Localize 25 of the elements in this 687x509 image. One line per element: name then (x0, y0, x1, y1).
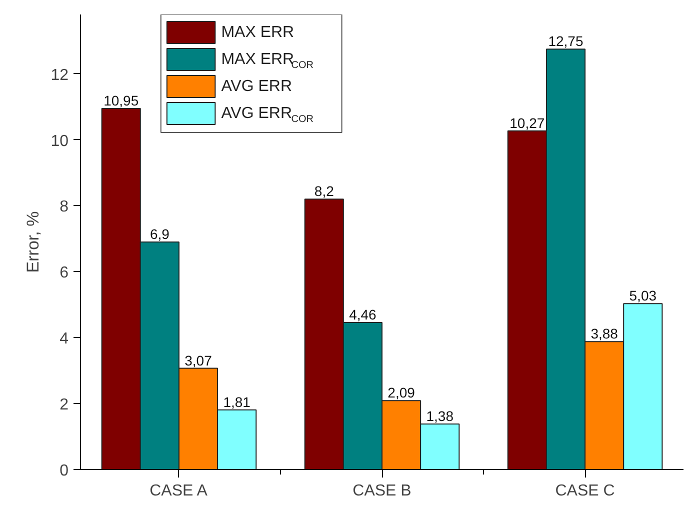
y-tick-label: 12 (50, 66, 69, 84)
y-tick-label: 6 (60, 264, 69, 282)
data-label: 6,9 (150, 226, 170, 242)
legend-label: MAX ERR (221, 24, 294, 41)
data-label: 2,09 (388, 384, 416, 401)
y-tick-label: 4 (60, 330, 69, 348)
x-tick-label: CASE A (150, 482, 208, 500)
data-label: 1,81 (223, 394, 251, 410)
data-label: 5,03 (629, 288, 657, 304)
y-axis-title: Error, % (24, 211, 43, 273)
x-tick-label: CASE B (352, 482, 412, 500)
y-tick-label: 8 (60, 198, 69, 216)
legend-label: AVG ERR (221, 78, 292, 95)
data-label: 10,27 (510, 114, 545, 131)
data-label: 10,95 (104, 92, 139, 108)
y-tick-label: 10 (50, 132, 69, 150)
x-tick-label: CASE C (555, 482, 615, 500)
data-label: 3,07 (184, 352, 212, 368)
data-label: 4,46 (349, 306, 377, 322)
data-label: 12,75 (548, 33, 584, 50)
data-label: 3,88 (590, 326, 618, 342)
data-label: 1,38 (426, 408, 454, 424)
data-label: 8,2 (314, 183, 334, 200)
y-tick-label: 2 (60, 396, 69, 414)
y-tick-label: 0 (60, 462, 69, 480)
